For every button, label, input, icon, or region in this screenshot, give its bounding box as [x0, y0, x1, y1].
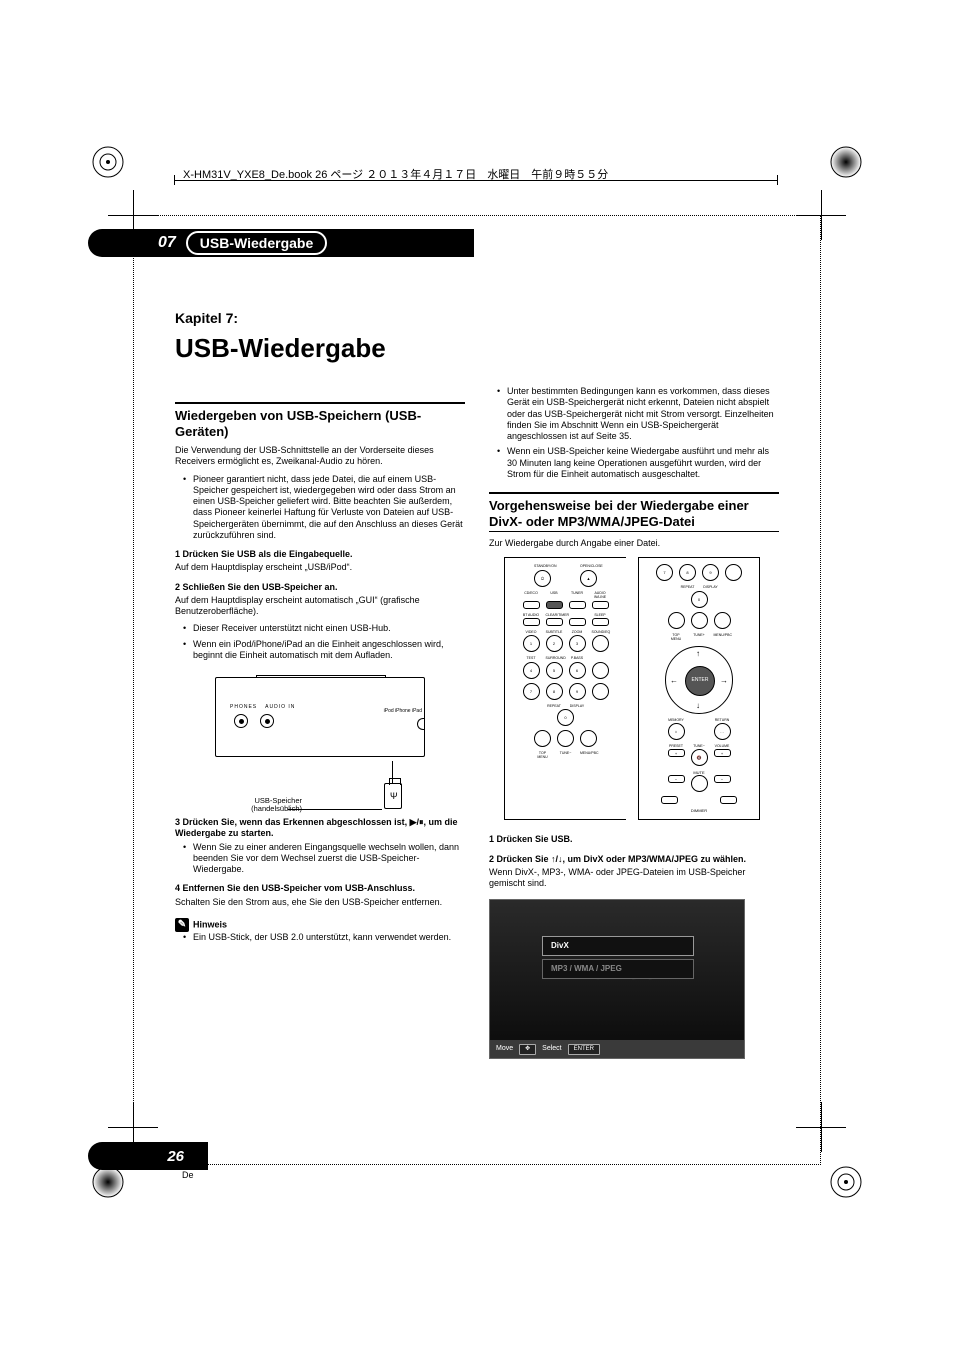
audio-in-jack-icon — [260, 714, 274, 728]
step-3-bullet-1: Wenn Sie zu einer anderen Eingangsquelle… — [175, 842, 465, 876]
step-4-heading: 4 Entfernen Sie den USB-Speicher vom USB… — [175, 883, 465, 894]
nav-ring-icon: ↑ ↓ ← → ENTER — [665, 646, 733, 714]
step-3-heading: 3 Drücken Sie, wenn das Erkennen abgesch… — [175, 817, 465, 840]
device-audioin-label: AUDIO IN — [265, 704, 295, 710]
num-9-button-icon: 9 — [569, 683, 586, 700]
right-top-bullet-1: Unter bestimmten Bedingungen kann es vor… — [489, 386, 779, 442]
step-4-text: Schalten Sie den Strom aus, ehe Sie den … — [175, 897, 465, 908]
section-1-title: Wiedergeben von USB-Speichern (USB-Gerät… — [175, 408, 465, 439]
content-area: Kapitel 7: USB-Wiedergabe Wiedergeben vo… — [175, 310, 779, 1059]
nav-down-icon: ↓ — [696, 701, 700, 711]
section-rule — [175, 402, 465, 404]
nav-left-icon: ← — [670, 676, 678, 686]
step-1-heading: 1 Drücken Sie USB als die Eingabequelle. — [175, 549, 465, 560]
chapter-tab: 07 USB-Wiedergabe — [88, 229, 474, 257]
section-1-bullet-1: Pioneer garantiert nicht, dass jede Date… — [175, 474, 465, 542]
num-3-button-icon: 3 — [569, 635, 586, 652]
r-num-8-button-icon: 8 — [679, 564, 696, 581]
r-num-7-button-icon: 7 — [656, 564, 673, 581]
phones-jack-icon — [234, 714, 248, 728]
num-8-button-icon: 8 — [546, 683, 563, 700]
page-lang: De — [182, 1170, 194, 1180]
nav-up-icon: ↑ — [696, 649, 700, 659]
chapter-label: Kapitel 7: — [175, 310, 465, 328]
step-2-text: Auf dem Hauptdisplay erscheint automatis… — [175, 595, 465, 618]
open-close-button-icon: ▲ — [580, 570, 597, 587]
right-top-bullet-2: Wenn ein USB-Speicher keine Wiedergabe a… — [489, 446, 779, 480]
note-label: Hinweis — [193, 919, 227, 929]
num-4-button-icon: 4 — [523, 662, 540, 679]
num-1-button-icon: 1 — [523, 635, 540, 652]
section-2-title: Vorgehensweise bei der Wiedergabe einer … — [489, 498, 779, 532]
usb-source-button-icon — [546, 601, 563, 609]
preset-plus-button-icon: + — [668, 749, 685, 757]
usb-stick-icon: Ψ — [384, 783, 402, 809]
preset-minus-button-icon: − — [668, 775, 685, 783]
section-2-rule — [489, 492, 779, 494]
registration-mark-tr — [826, 142, 866, 182]
vol-minus-button-icon: − — [714, 775, 731, 783]
usb-caption-2: (handelsüblich) — [251, 804, 302, 813]
screenshot-bar-move: Move — [496, 1045, 513, 1054]
nav-right-icon: → — [720, 676, 728, 686]
step-1-text: Auf dem Hauptdisplay erscheint „USB/iPod… — [175, 562, 465, 573]
right-step-1: 1 Drücken Sie USB. — [489, 834, 779, 845]
chapter-number: 07 — [158, 234, 176, 252]
num-0-button-icon: 0 — [557, 709, 574, 726]
right-step-2: 2 Drücken Sie ↑/↓, um DivX oder MP3/WMA/… — [489, 854, 779, 865]
left-column: Kapitel 7: USB-Wiedergabe Wiedergeben vo… — [175, 310, 465, 1059]
section-2-intro: Zur Wiedergabe durch Angabe einer Datei. — [489, 538, 779, 549]
r-num-0-button-icon: 0 — [691, 591, 708, 608]
screenshot-option-mp3: MP3 / WMA / JPEG — [542, 959, 694, 979]
num-7-button-icon: 7 — [523, 683, 540, 700]
setup-button-icon: … — [714, 723, 731, 740]
screenshot-dpad-icon: ✥ — [519, 1044, 536, 1056]
remote-illustration: STANDBY/ONOPEN/CLOSE ⏻▲ CD/ECOUSBTUNERAU… — [504, 557, 764, 820]
home-button-icon: ⌂ — [668, 723, 685, 740]
note-bullet-1: Ein USB-Stick, der USB 2.0 unterstützt, … — [175, 932, 465, 943]
num-6-button-icon: 6 — [569, 662, 586, 679]
device-illustration: PHONESAUDIO IN iPod iPhone iPad Ψ USB-Sp… — [175, 677, 465, 809]
header-rule — [174, 180, 778, 181]
registration-mark-br — [826, 1162, 866, 1202]
page-footer-tab: 26 — [88, 1142, 208, 1170]
vol-plus-button-icon: + — [714, 749, 731, 757]
page-number: 26 — [167, 1148, 184, 1165]
registration-mark-tl — [88, 142, 128, 182]
r-num-9-button-icon: 9 — [702, 564, 719, 581]
usb-port-label: iPod iPhone iPad — [384, 708, 422, 714]
section-1-intro: Die Verwendung der USB-Schnittstelle an … — [175, 445, 465, 468]
note-icon: ✎ — [175, 918, 189, 932]
enter-button-icon: ENTER — [685, 666, 715, 696]
standby-button-icon: ⏻ — [534, 570, 551, 587]
step-2-heading: 2 Schließen Sie den USB-Speicher an. — [175, 582, 465, 593]
usb-port-icon — [417, 718, 425, 730]
step-2-bullet-2: Wenn ein iPod/iPhone/iPad an die Einheit… — [175, 639, 465, 662]
right-step-2-text: Wenn DivX-, MP3-, WMA- oder JPEG-Dateien… — [489, 867, 779, 890]
screenshot-enter-badge: ENTER — [568, 1044, 600, 1056]
num-5-button-icon: 5 — [546, 662, 563, 679]
step-2-bullet-1: Dieser Receiver unterstützt nicht einen … — [175, 623, 465, 634]
right-column: Unter bestimmten Bedingungen kann es vor… — [489, 310, 779, 1059]
mute-button-icon: 🔇 — [691, 749, 708, 766]
num-2-button-icon: 2 — [546, 635, 563, 652]
page-title: USB-Wiedergabe — [175, 332, 465, 365]
dimmer-label: DIMMER — [643, 808, 755, 813]
screenshot-bar-select: Select — [542, 1045, 561, 1054]
screenshot-option-divx: DivX — [542, 936, 694, 956]
chapter-tab-title: USB-Wiedergabe — [200, 235, 313, 251]
menu-screenshot: Pioneer DivX MP3 / WMA / JPEG Move ✥ Sel… — [489, 899, 745, 1059]
device-phones-label: PHONES — [230, 704, 257, 710]
